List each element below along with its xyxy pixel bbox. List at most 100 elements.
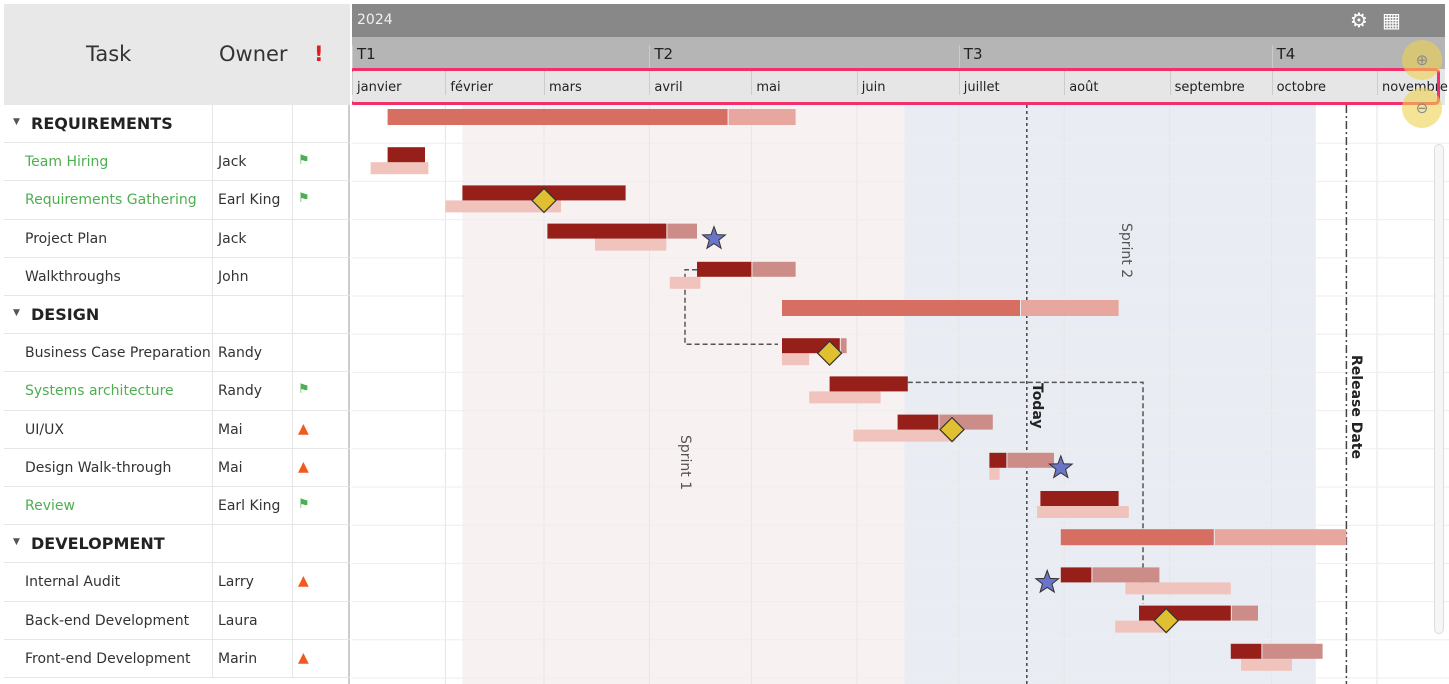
task-name: DESIGN bbox=[31, 305, 100, 324]
task-bar-progress bbox=[1060, 567, 1092, 583]
divider bbox=[212, 143, 213, 181]
quarter-label: T3 bbox=[958, 45, 983, 69]
task-row[interactable]: Front-end Development Marin ▲ bbox=[4, 639, 350, 678]
task-grid: Task Owner ! ▼ REQUIREMENTS Team Hiring Jac… bbox=[4, 4, 350, 684]
task-bar-progress bbox=[897, 414, 939, 430]
task-row[interactable]: Internal Audit Larry ▲ bbox=[4, 563, 350, 602]
dependency-arrow bbox=[684, 269, 778, 345]
milestone-star-icon bbox=[1048, 454, 1074, 479]
owner-name: Mai bbox=[218, 421, 243, 438]
milestone-diamond-icon bbox=[939, 416, 965, 443]
collapse-icon[interactable]: ▼ bbox=[13, 117, 20, 127]
divider bbox=[292, 257, 293, 295]
divider bbox=[212, 563, 213, 601]
group-row[interactable]: ▼ DESIGN bbox=[4, 296, 350, 335]
task-name: Review bbox=[25, 498, 75, 514]
sprint-label: Sprint 2 bbox=[1118, 223, 1135, 279]
owner-name: Jack bbox=[218, 154, 247, 171]
milestone-diamond-icon bbox=[1153, 607, 1180, 634]
owner-name: John bbox=[218, 268, 249, 285]
task-row[interactable]: Systems architecture Randy ⚑ bbox=[4, 372, 350, 411]
gantt-body: Sprint 1 Sprint 2 Today Release Date bbox=[352, 105, 1449, 684]
flag-column-header[interactable]: ! bbox=[314, 42, 324, 66]
milestone-star-icon bbox=[1034, 568, 1060, 594]
zoom-in-icon[interactable]: ⊕ bbox=[1402, 40, 1442, 80]
flag-icon: ⚑ bbox=[298, 153, 310, 169]
warning-icon: ▲ bbox=[298, 573, 309, 590]
month-label: septembre bbox=[1169, 69, 1245, 95]
task-bar-remaining bbox=[1262, 643, 1323, 659]
task-bar-remaining bbox=[752, 261, 796, 277]
grid-icon[interactable]: ▦ bbox=[1382, 8, 1401, 32]
baseline-bar bbox=[445, 200, 561, 213]
month-header-highlight bbox=[352, 68, 1440, 105]
gear-icon[interactable]: ⚙ bbox=[1350, 8, 1368, 32]
baseline-bar bbox=[669, 276, 701, 289]
task-row[interactable]: Review Earl King ⚑ bbox=[4, 487, 350, 526]
task-row[interactable]: Back-end Development Laura bbox=[4, 601, 350, 640]
divider bbox=[212, 487, 213, 525]
divider bbox=[292, 639, 293, 677]
baseline-bar bbox=[370, 162, 429, 175]
owner-name: Randy bbox=[218, 383, 263, 400]
divider bbox=[292, 563, 293, 601]
divider bbox=[212, 372, 213, 410]
divider bbox=[292, 219, 293, 257]
task-row[interactable]: Team Hiring Jack ⚑ bbox=[4, 143, 350, 182]
divider bbox=[212, 601, 213, 639]
task-column-header[interactable]: Task bbox=[86, 42, 132, 66]
task-name: Front-end Development bbox=[25, 650, 191, 667]
task-name: Design Walk-through bbox=[25, 459, 172, 476]
divider bbox=[212, 219, 213, 257]
divider bbox=[212, 296, 213, 334]
task-row[interactable]: UI/UX Mai ▲ bbox=[4, 410, 350, 449]
task-row[interactable]: Business Case Preparation Randy bbox=[4, 334, 350, 373]
baseline-bar bbox=[782, 353, 810, 366]
owner-column-header[interactable]: Owner bbox=[219, 42, 288, 66]
sprint-label: Sprint 1 bbox=[677, 435, 694, 491]
task-row[interactable]: Requirements Gathering Earl King ⚑ bbox=[4, 181, 350, 220]
task-row[interactable]: Walkthroughs John bbox=[4, 257, 350, 296]
task-name: REQUIREMENTS bbox=[31, 114, 173, 133]
zoom-out-icon[interactable]: ⊖ bbox=[1402, 88, 1442, 128]
task-bar-progress bbox=[697, 261, 752, 277]
task-name: Walkthroughs bbox=[25, 268, 121, 285]
quarter-label: T4 bbox=[1271, 45, 1295, 69]
collapse-icon[interactable]: ▼ bbox=[13, 308, 20, 318]
month-label: octobre bbox=[1271, 69, 1326, 95]
divider bbox=[292, 181, 293, 219]
task-row[interactable]: Project Plan Jack bbox=[4, 219, 350, 258]
task-row[interactable]: Design Walk-through Mai ▲ bbox=[4, 448, 350, 487]
summary-bar-progress bbox=[1060, 529, 1214, 546]
divider bbox=[292, 487, 293, 525]
owner-name: Earl King bbox=[218, 498, 281, 514]
year-label: 2024 bbox=[357, 12, 393, 28]
divider bbox=[212, 448, 213, 486]
baseline-bar bbox=[1125, 582, 1231, 595]
task-bar-progress bbox=[989, 452, 1007, 468]
flag-icon: ⚑ bbox=[298, 191, 310, 207]
task-bar-progress bbox=[1230, 643, 1262, 659]
divider bbox=[292, 601, 293, 639]
owner-name: Larry bbox=[218, 574, 254, 591]
group-row[interactable]: ▼ DEVELOPMENT bbox=[4, 525, 350, 564]
task-name: Systems architecture bbox=[25, 383, 174, 400]
divider bbox=[212, 257, 213, 295]
divider bbox=[292, 372, 293, 410]
month-label: août bbox=[1064, 69, 1098, 95]
month-label: février bbox=[445, 69, 493, 95]
task-bar-progress bbox=[547, 223, 667, 239]
task-name: Back-end Development bbox=[25, 612, 190, 629]
divider bbox=[212, 105, 213, 143]
vertical-scrollbar[interactable] bbox=[1434, 144, 1444, 634]
divider bbox=[212, 181, 213, 219]
flag-icon: ⚑ bbox=[298, 497, 310, 512]
divider bbox=[292, 410, 293, 448]
summary-bar-progress bbox=[782, 300, 1020, 316]
marker-label: Release Date bbox=[1348, 355, 1365, 459]
collapse-icon[interactable]: ▼ bbox=[13, 537, 20, 548]
month-label: juillet bbox=[958, 69, 1000, 95]
baseline-bar bbox=[1241, 658, 1292, 671]
divider bbox=[212, 410, 213, 448]
group-row[interactable]: ▼ REQUIREMENTS bbox=[4, 105, 350, 144]
